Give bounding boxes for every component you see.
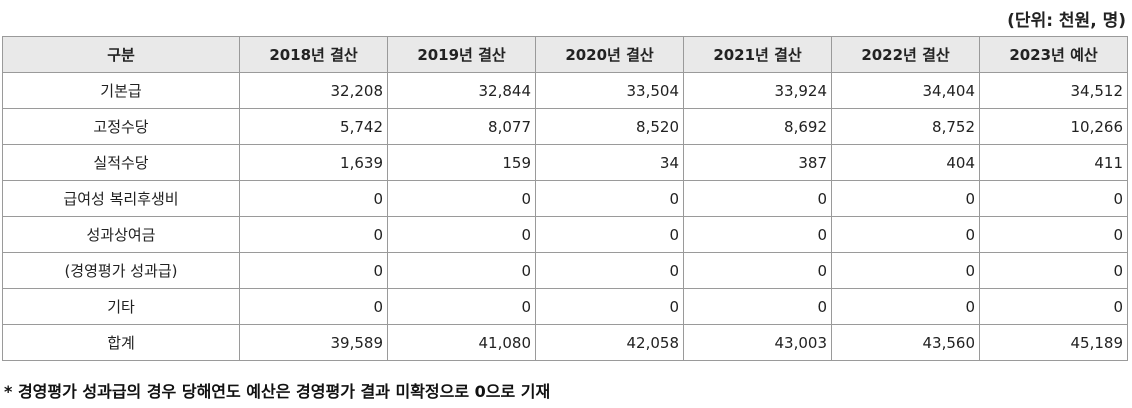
table-cell: 34,512 bbox=[979, 72, 1128, 109]
unit-label: (단위: 천원, 명) bbox=[1007, 11, 1126, 31]
table-cell: 0 bbox=[831, 252, 980, 289]
table-cell: 42,058 bbox=[535, 324, 684, 361]
table-header-row: 구분 2018년 결산 2019년 결산 2020년 결산 2021년 결산 2… bbox=[2, 36, 1128, 73]
table-cell: 0 bbox=[979, 180, 1128, 217]
table-row: (경영평가 성과급) 0 0 0 0 0 0 bbox=[2, 252, 1128, 289]
table-cell: 411 bbox=[979, 144, 1128, 181]
table-cell: 0 bbox=[683, 252, 832, 289]
table-cell: 41,080 bbox=[387, 324, 536, 361]
table-cell: 387 bbox=[683, 144, 832, 181]
table-row: 급여성 복리후생비 0 0 0 0 0 0 bbox=[2, 180, 1128, 217]
salary-table: 구분 2018년 결산 2019년 결산 2020년 결산 2021년 결산 2… bbox=[2, 36, 1128, 361]
row-label: 고정수당 bbox=[2, 108, 240, 145]
table-cell: 0 bbox=[979, 252, 1128, 289]
table-cell: 8,752 bbox=[831, 108, 980, 145]
table-cell: 8,077 bbox=[387, 108, 536, 145]
table-cell: 34 bbox=[535, 144, 684, 181]
table-cell: 8,520 bbox=[535, 108, 684, 145]
header-2021: 2021년 결산 bbox=[683, 36, 832, 73]
table-row: 합계 39,589 41,080 42,058 43,003 43,560 45,189 bbox=[2, 324, 1128, 361]
table-cell: 0 bbox=[831, 216, 980, 253]
table-cell: 33,504 bbox=[535, 72, 684, 109]
table-cell: 1,639 bbox=[239, 144, 388, 181]
table-cell: 0 bbox=[387, 288, 536, 325]
table-cell: 43,003 bbox=[683, 324, 832, 361]
table-cell: 34,404 bbox=[831, 72, 980, 109]
table-cell: 32,208 bbox=[239, 72, 388, 109]
row-label: 실적수당 bbox=[2, 144, 240, 181]
table-cell: 0 bbox=[831, 288, 980, 325]
table-cell: 404 bbox=[831, 144, 980, 181]
row-label: 기타 bbox=[2, 288, 240, 325]
table-cell: 0 bbox=[831, 180, 980, 217]
table-cell: 43,560 bbox=[831, 324, 980, 361]
table-row: 성과상여금 0 0 0 0 0 0 bbox=[2, 216, 1128, 253]
table-cell: 45,189 bbox=[979, 324, 1128, 361]
table-cell: 0 bbox=[239, 180, 388, 217]
row-label: 합계 bbox=[2, 324, 240, 361]
table-cell: 0 bbox=[683, 216, 832, 253]
table-cell: 0 bbox=[239, 252, 388, 289]
table-cell: 0 bbox=[683, 180, 832, 217]
table-cell: 10,266 bbox=[979, 108, 1128, 145]
table-cell: 0 bbox=[387, 180, 536, 217]
header-2022: 2022년 결산 bbox=[831, 36, 980, 73]
row-label: 급여성 복리후생비 bbox=[2, 180, 240, 217]
table-cell: 0 bbox=[535, 288, 684, 325]
table-cell: 32,844 bbox=[387, 72, 536, 109]
table-cell: 5,742 bbox=[239, 108, 388, 145]
table-cell: 0 bbox=[535, 180, 684, 217]
header-2020: 2020년 결산 bbox=[535, 36, 684, 73]
row-label: (경영평가 성과급) bbox=[2, 252, 240, 289]
table-cell: 0 bbox=[239, 288, 388, 325]
table-cell: 0 bbox=[683, 288, 832, 325]
table-cell: 8,692 bbox=[683, 108, 832, 145]
table-row: 고정수당 5,742 8,077 8,520 8,692 8,752 10,266 bbox=[2, 108, 1128, 145]
header-2018: 2018년 결산 bbox=[239, 36, 388, 73]
row-label: 기본급 bbox=[2, 72, 240, 109]
table-cell: 0 bbox=[387, 252, 536, 289]
header-category: 구분 bbox=[2, 36, 240, 73]
table-cell: 0 bbox=[979, 288, 1128, 325]
table-cell: 159 bbox=[387, 144, 536, 181]
table-row: 기본급 32,208 32,844 33,504 33,924 34,404 34,512 bbox=[2, 72, 1128, 109]
row-label: 성과상여금 bbox=[2, 216, 240, 253]
table-row: 기타 0 0 0 0 0 0 bbox=[2, 288, 1128, 325]
header-2019: 2019년 결산 bbox=[387, 36, 536, 73]
footnote: * 경영평가 성과급의 경우 당해연도 예산은 경영평가 결과 미확정으로 0으… bbox=[4, 382, 551, 401]
table-cell: 33,924 bbox=[683, 72, 832, 109]
table-row: 실적수당 1,639 159 34 387 404 411 bbox=[2, 144, 1128, 181]
table-cell: 39,589 bbox=[239, 324, 388, 361]
table-cell: 0 bbox=[239, 216, 388, 253]
table-cell: 0 bbox=[535, 252, 684, 289]
header-2023: 2023년 예산 bbox=[979, 36, 1128, 73]
table-cell: 0 bbox=[387, 216, 536, 253]
table-cell: 0 bbox=[979, 216, 1128, 253]
table-cell: 0 bbox=[535, 216, 684, 253]
